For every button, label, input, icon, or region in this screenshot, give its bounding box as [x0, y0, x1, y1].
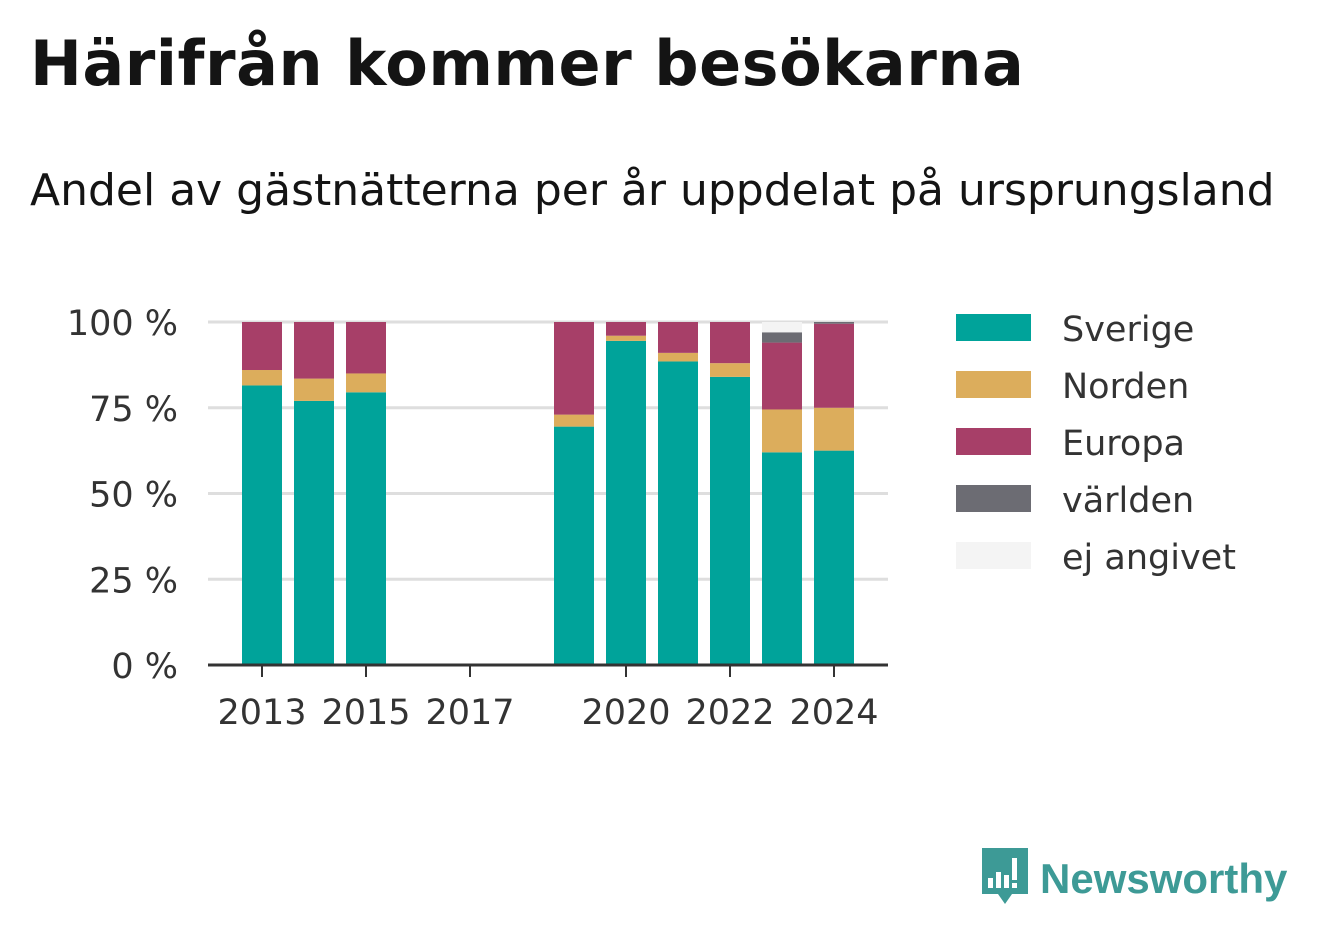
bar-segment [554, 322, 594, 415]
x-tick-label: 2017 [425, 693, 514, 733]
bar-segment [242, 385, 282, 665]
x-tick-label: 2013 [217, 693, 306, 733]
bar-segment [242, 322, 282, 371]
bar-segment [606, 322, 646, 336]
legend-label: Norden [1062, 367, 1189, 407]
bar-segment [346, 322, 386, 374]
x-tick-label: 2022 [685, 693, 774, 733]
bar-segment [814, 323, 854, 408]
bar-segment [658, 361, 698, 665]
bar-segment [294, 400, 334, 665]
bar-segment [762, 452, 802, 665]
bar-segment [814, 407, 854, 451]
bar-segment [346, 373, 386, 393]
bar-segment [346, 392, 386, 665]
legend-swatch [956, 314, 1031, 341]
brand-name: Newsworthy [1040, 855, 1288, 902]
bar-segment [814, 322, 854, 324]
bar-segment [294, 378, 334, 401]
newsworthy-logo-icon [980, 846, 1030, 912]
newsworthy-brand: Newsworthy [980, 848, 1287, 910]
y-tick-label: 100 % [67, 304, 178, 344]
y-tick-label: 75 % [89, 390, 178, 430]
bar-segment [762, 342, 802, 410]
x-tick-label: 2024 [789, 693, 878, 733]
chart-subtitle: Andel av gästnätterna per år uppdelat på… [30, 165, 1275, 216]
bar-segment [710, 322, 750, 364]
y-tick-label: 50 % [89, 476, 178, 516]
bar-segment [606, 335, 646, 341]
bar-segment [710, 376, 750, 665]
bar-segment [814, 450, 854, 665]
bar-segment [554, 426, 594, 665]
y-axis: 0 % 25 % 50 % 75 % 100 % [67, 304, 178, 687]
bar-segment [606, 340, 646, 665]
x-tick-label: 2020 [581, 693, 670, 733]
bar-segment [762, 322, 802, 333]
legend-swatch [956, 428, 1031, 455]
x-axis: 2013 2015 2017 2020 2022 2024 [208, 663, 888, 733]
bar-segment [658, 352, 698, 362]
bar-segment [658, 322, 698, 353]
chart-title: Härifrån kommer besökarna [30, 27, 1025, 100]
legend-swatch [956, 542, 1031, 569]
bar-segment [554, 414, 594, 427]
legend-label: världen [1062, 481, 1194, 521]
legend-label: Sverige [1062, 310, 1194, 350]
legend-label: ej angivet [1062, 538, 1236, 578]
bar-segment [294, 322, 334, 379]
y-tick-label: 0 % [111, 647, 178, 687]
legend-label: Europa [1062, 424, 1185, 464]
legend: Sverige Norden Europa världen ej angivet [956, 310, 1236, 578]
y-tick-label: 25 % [89, 561, 178, 601]
bar-segment [762, 332, 802, 343]
bars [242, 322, 854, 665]
bar-segment [242, 370, 282, 386]
bar-segment [762, 409, 802, 453]
legend-swatch [956, 485, 1031, 512]
legend-swatch [956, 371, 1031, 398]
x-tick-label: 2015 [321, 693, 410, 733]
bar-segment [710, 363, 750, 377]
